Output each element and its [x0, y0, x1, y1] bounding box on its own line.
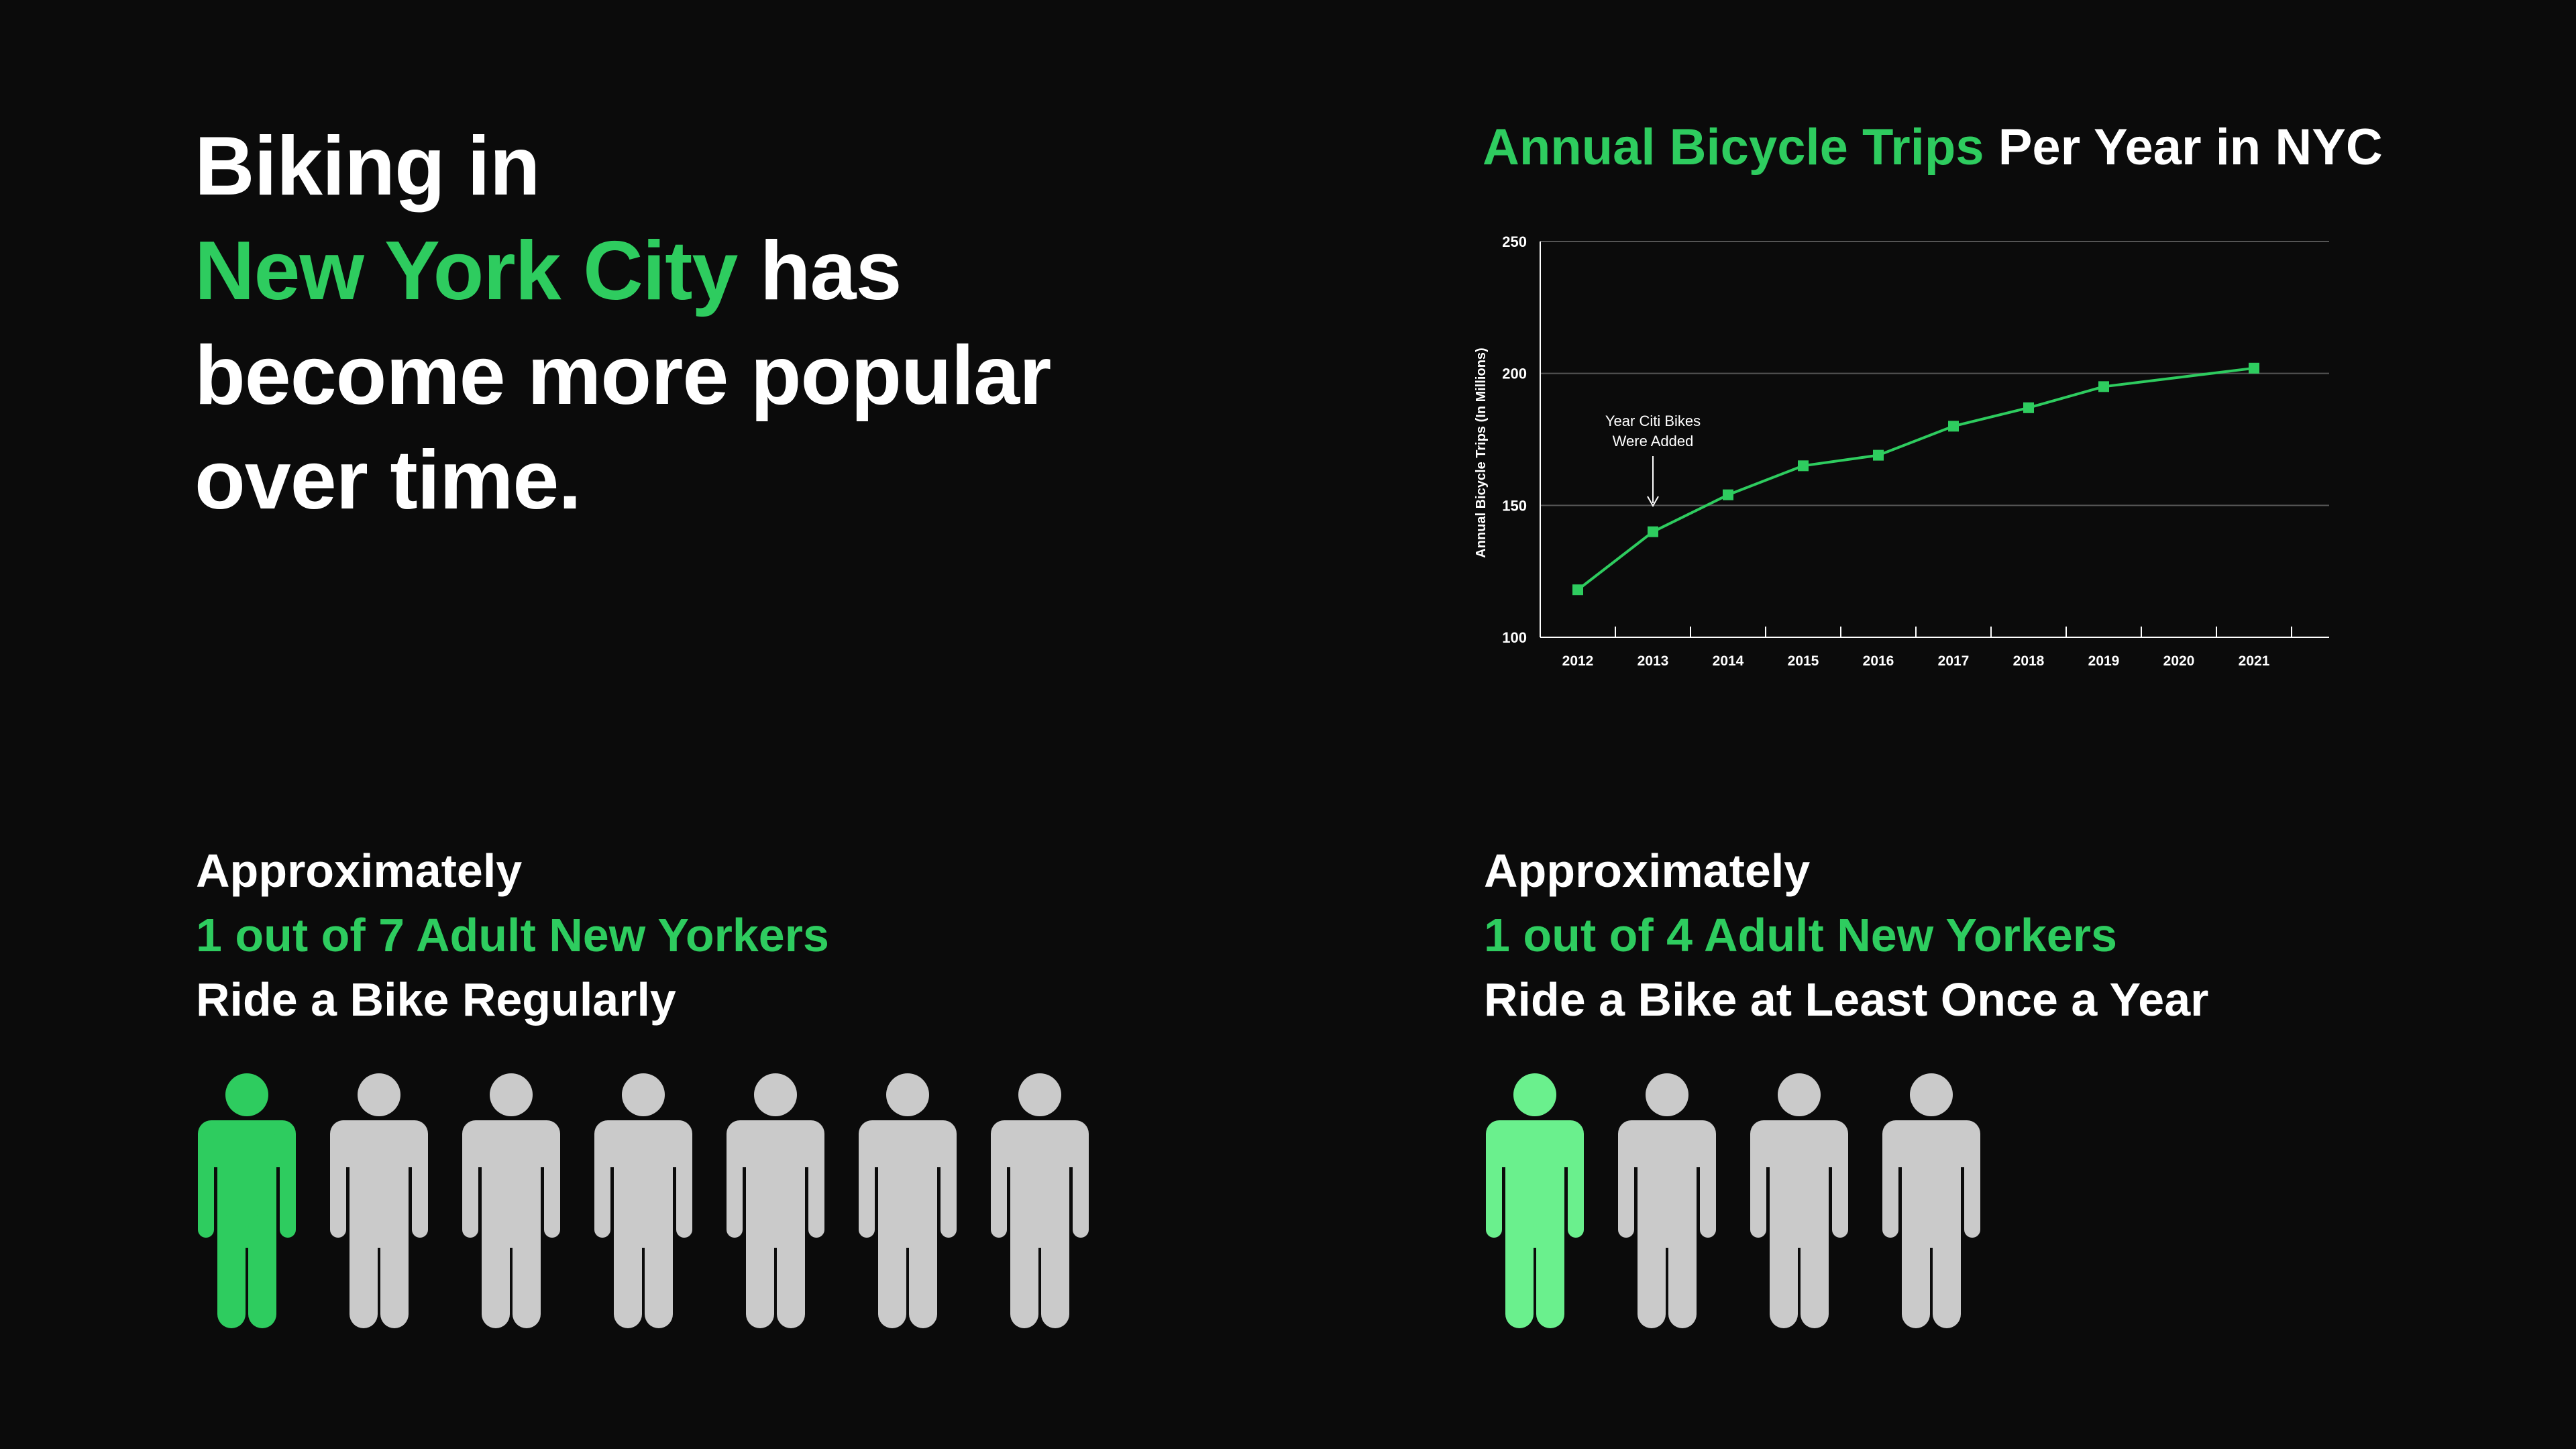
person-icon	[462, 1073, 560, 1328]
x-tick-label: 2013	[1638, 653, 1669, 669]
data-point	[1723, 489, 1733, 500]
y-tick-label: 150	[1502, 497, 1527, 514]
x-tick-label: 2012	[1562, 653, 1594, 669]
headline-after-city: has	[737, 225, 902, 317]
person-icon	[330, 1073, 428, 1328]
x-tick-label: 2016	[1863, 653, 1894, 669]
headline: Biking in New York City has become more …	[195, 114, 1201, 533]
person-icon	[1618, 1073, 1716, 1328]
stat-right-line3: Ride a Bike at Least Once a Year	[1484, 973, 2209, 1026]
stat-right-line2: 1 out of 4 Adult New Yorkers	[1484, 909, 2117, 961]
x-tick-label: 2019	[2088, 653, 2120, 669]
annotation-line1: Year Citi Bikes	[1605, 413, 1701, 429]
data-point	[2249, 362, 2259, 374]
data-point	[2023, 402, 2034, 413]
data-point	[1572, 584, 1583, 596]
x-tick-label: 2020	[2163, 653, 2195, 669]
series-line	[1576, 366, 2255, 591]
person-icon	[1882, 1073, 1980, 1328]
headline-line4: over time.	[195, 434, 582, 527]
person-icon	[1750, 1073, 1848, 1328]
chart-title-rest: Per Year in NYC	[1984, 119, 2383, 176]
x-tick-label: 2018	[2013, 653, 2045, 669]
person-icon-highlighted	[198, 1073, 296, 1328]
person-icon-highlighted	[1486, 1073, 1584, 1328]
people-row-annual	[1486, 1073, 1980, 1328]
headline-line1: Biking in	[195, 120, 541, 213]
x-tick-label: 2015	[1788, 653, 1819, 669]
data-point	[1798, 460, 1809, 472]
annotation-line2: Were Added	[1613, 433, 1694, 449]
data-point	[1873, 449, 1884, 461]
chart-title-highlight: Annual Bicycle Trips	[1483, 119, 1984, 176]
y-axis-label: Annual Bicycle Trips (In Millions)	[1474, 347, 1489, 557]
stat-left-line3: Ride a Bike Regularly	[196, 973, 676, 1026]
stat-right-line1: Approximately	[1484, 845, 1811, 897]
data-point	[1648, 526, 1658, 537]
stat-annual-riders: Approximately 1 out of 4 Adult New Yorke…	[1484, 839, 2423, 1032]
y-tick-label: 200	[1502, 366, 1527, 382]
people-row-regular	[198, 1073, 1089, 1328]
person-icon	[859, 1073, 957, 1328]
data-point	[2098, 381, 2109, 392]
person-icon	[991, 1073, 1089, 1328]
x-tick-label: 2021	[2239, 653, 2270, 669]
headline-city: New York City	[195, 225, 738, 317]
x-tick-label: 2017	[1938, 653, 1970, 669]
person-icon	[727, 1073, 824, 1328]
person-icon	[594, 1073, 692, 1328]
stat-left-line2: 1 out of 7 Adult New Yorkers	[196, 909, 829, 961]
line-chart: 100 150 200 250 2012 2013 2014 2015 2016 2017 2018…	[1474, 233, 2329, 669]
headline-line3: become more popular	[195, 329, 1051, 422]
data-point	[1948, 421, 1959, 432]
y-tick-label: 250	[1502, 233, 1527, 250]
stat-left-line1: Approximately	[196, 845, 523, 897]
x-tick-label: 2014	[1713, 653, 1744, 669]
stat-regular-riders: Approximately 1 out of 7 Adult New Yorke…	[196, 839, 1135, 1032]
annotation-arrow-head	[1647, 496, 1659, 508]
chart-title: Annual Bicycle Trips Per Year in NYC	[1483, 117, 2383, 178]
y-tick-label: 100	[1502, 629, 1527, 646]
